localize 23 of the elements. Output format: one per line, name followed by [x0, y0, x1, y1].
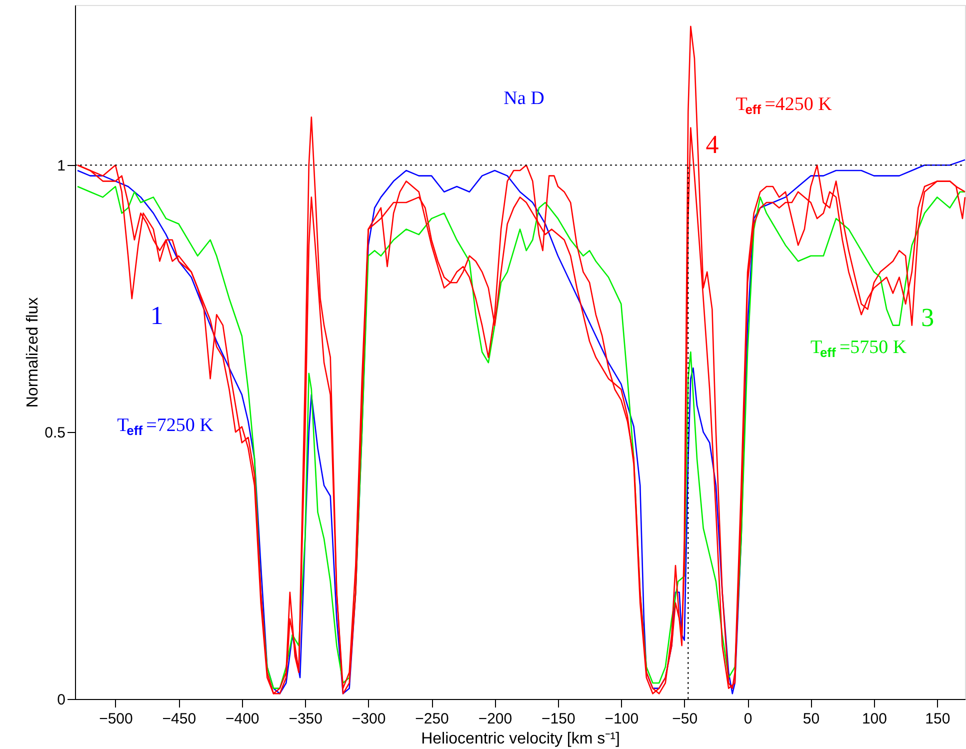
x-tick-label: −500	[99, 710, 133, 728]
annotation: 1	[150, 300, 164, 330]
y-tick-label: 1	[57, 158, 66, 175]
annotation: 3	[921, 302, 934, 332]
x-tick-label: −350	[288, 710, 322, 728]
x-tick-label: −100	[604, 710, 639, 728]
annotation: Na D	[504, 88, 544, 109]
y-tick-label: 0.5	[44, 424, 66, 442]
y-axis-title: Normalized flux	[24, 297, 42, 408]
x-tick-label: 100	[862, 710, 887, 728]
x-tick-label: −250	[415, 710, 449, 728]
annotation: 4	[706, 130, 719, 160]
x-tick-label: −200	[478, 710, 512, 728]
x-tick-label: 50	[802, 710, 820, 728]
x-tick-label: −150	[542, 710, 576, 728]
x-tick-label: −450	[162, 710, 196, 728]
x-tick-label: 0	[744, 710, 752, 728]
x-tick-label: −300	[352, 710, 386, 728]
y-tick-label: 0	[57, 692, 66, 708]
x-axis-title: Heliocentric velocity [km s⁻¹]	[421, 730, 620, 748]
x-tick-label: −400	[225, 710, 260, 728]
x-tick-label: −50	[672, 710, 698, 728]
x-tick-label: 150	[925, 710, 950, 728]
